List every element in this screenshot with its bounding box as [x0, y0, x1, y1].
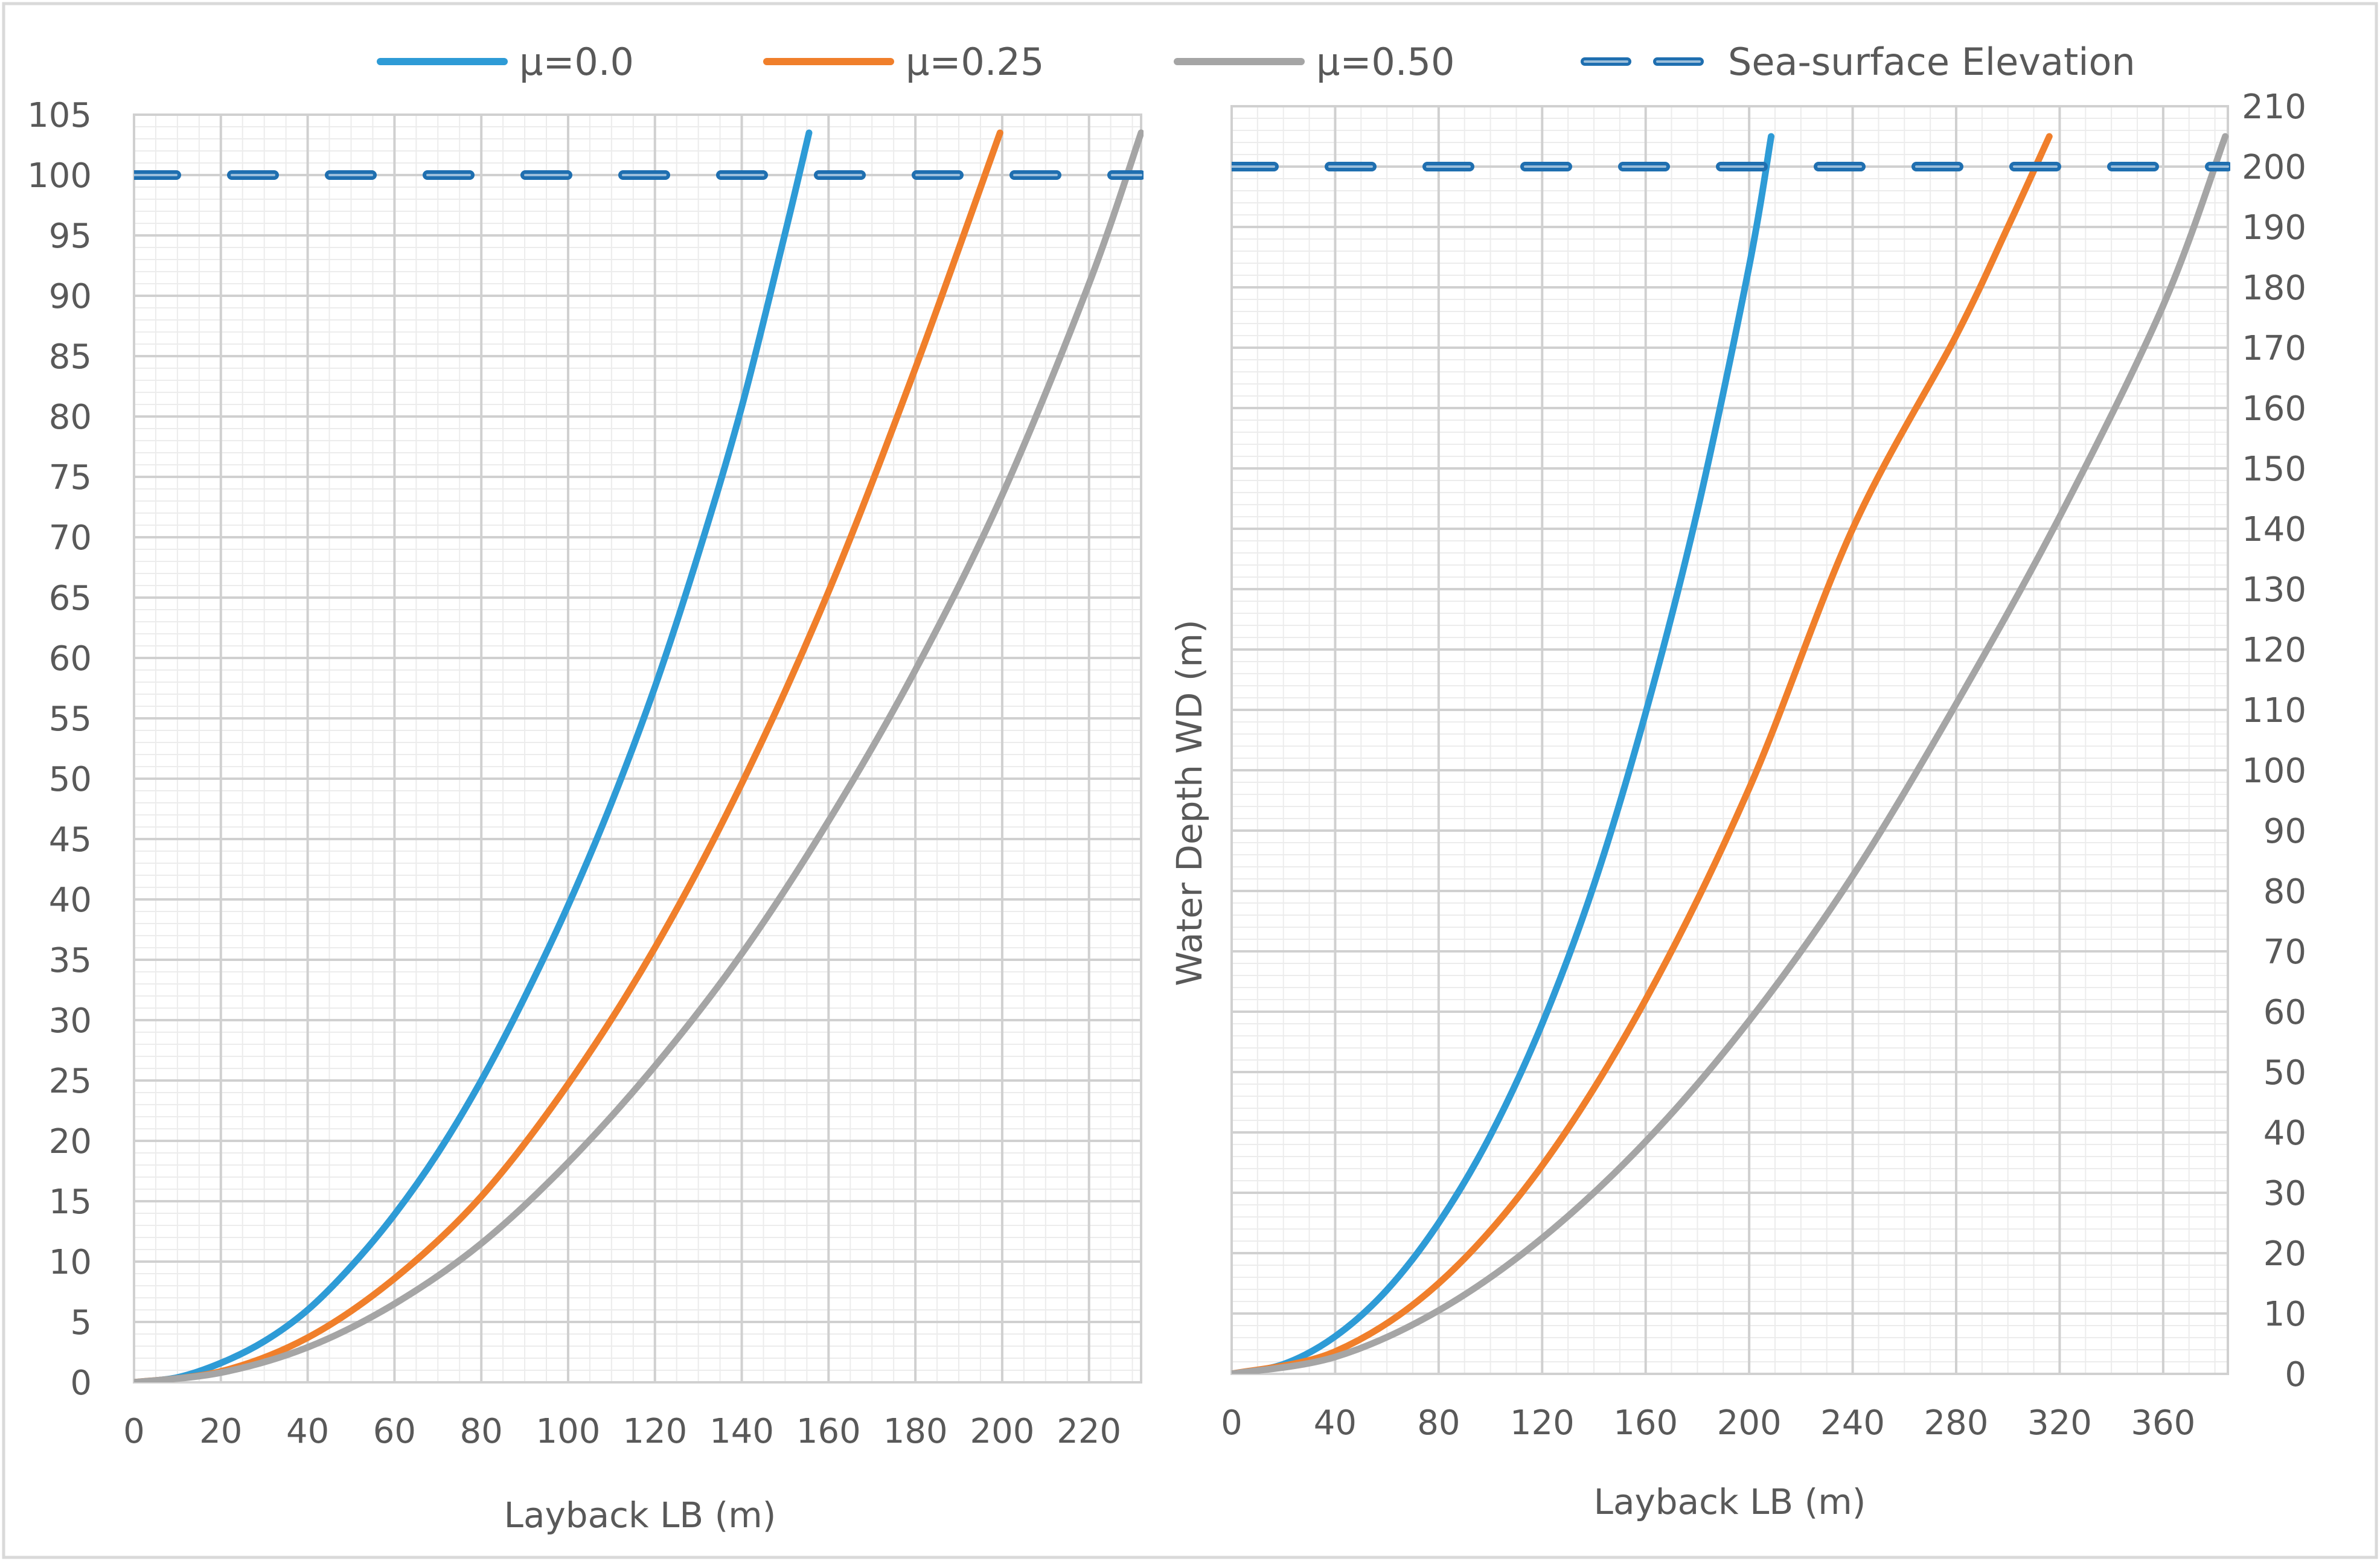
left-y-tick-label: 85	[49, 337, 92, 377]
left-x-tick-label: 120	[622, 1412, 687, 1451]
left-y-tick-label: 15	[49, 1183, 92, 1222]
right-ticks-x: 0 40 80 120 160 200 240 280 320 360	[1221, 1403, 2195, 1443]
left-ticks-x: 0 20 40 60 80 100 120 140 160 180 200 220	[123, 1412, 1121, 1451]
right-y-tick-label: 10	[2263, 1295, 2306, 1334]
right-y-tick-label: 30	[2263, 1174, 2306, 1213]
right-ticks-y: 0 10 20 30 40 50 60 70 80 90 100 110 120 130 140 150 160…	[2242, 88, 2306, 1394]
legend-label-mu-0-0: μ=0.0	[519, 40, 634, 84]
right-x-tick-label: 0	[1221, 1403, 1243, 1443]
left-y-tick-label: 60	[49, 639, 92, 678]
left-ticks-y: 0 5 10 15 20 25 30 35 40 45 50 55 60 65 70 75 80 85 90 95 10…	[27, 96, 92, 1403]
right-y-tick-label: 70	[2263, 933, 2306, 972]
legend-label-sea-surface: Sea-surface Elevation	[1728, 40, 2135, 84]
right-y-tick-label: 150	[2242, 450, 2306, 489]
left-y-tick-label: 5	[70, 1303, 92, 1342]
left-y-tick-label: 90	[49, 277, 92, 316]
left-y-tick-label: 40	[49, 881, 92, 920]
left-y-tick-label: 25	[49, 1062, 92, 1101]
left-x-tick-label: 80	[460, 1412, 503, 1451]
right-y-tick-label: 180	[2242, 269, 2306, 308]
right-y-tick-label: 90	[2263, 812, 2306, 851]
right-y-tick-label: 210	[2242, 88, 2306, 127]
right-y-tick-label: 80	[2263, 872, 2306, 911]
right-y-tick-label: 170	[2242, 329, 2306, 368]
right-y-tick-label: 0	[2285, 1355, 2306, 1394]
left-x-tick-label: 60	[373, 1412, 416, 1451]
right-series-line-0-50	[1232, 133, 2229, 1374]
left-y-tick-label: 80	[49, 398, 92, 437]
right-y-tick-label: 140	[2242, 510, 2306, 549]
right-x-tick-label: 320	[2027, 1403, 2092, 1443]
right-y-tick-label: 120	[2242, 631, 2306, 670]
legend-label-mu-0-50: μ=0.50	[1316, 40, 1454, 84]
left-y-tick-label: 30	[49, 1001, 92, 1041]
left-y-tick-label: 70	[49, 519, 92, 558]
right-y-tick-label: 200	[2242, 148, 2306, 187]
left-y-tick-label: 45	[49, 820, 92, 860]
right-x-tick-label: 240	[1820, 1403, 1885, 1443]
left-x-tick-label: 20	[199, 1412, 242, 1451]
right-y-tick-label: 20	[2263, 1234, 2306, 1274]
left-y-tick-label: 105	[27, 96, 92, 135]
legend-item-mu-0-50: μ=0.50	[1174, 40, 1454, 84]
chart-right: 0 10 20 30 40 50 60 70 80 90 100 110 120 130 140 150 160…	[1169, 88, 2306, 1522]
right-grid	[1230, 105, 2229, 1375]
left-x-tick-label: 40	[286, 1412, 329, 1451]
left-y-tick-label: 35	[49, 941, 92, 980]
right-x-tick-label: 360	[2131, 1403, 2195, 1443]
left-y-tick-label: 0	[70, 1364, 92, 1403]
left-y-tick-label: 20	[49, 1122, 92, 1161]
left-y-tick-label: 95	[49, 217, 92, 256]
right-y-tick-label: 110	[2242, 691, 2306, 730]
left-x-tick-label: 220	[1057, 1412, 1121, 1451]
right-series-line-0-25	[1232, 133, 2053, 1374]
left-y-tick-label: 100	[27, 156, 92, 196]
legend-item-mu-0-0: μ=0.0	[377, 40, 634, 84]
right-x-tick-label: 160	[1613, 1403, 1678, 1443]
right-y-tick-label: 60	[2263, 993, 2306, 1032]
left-y-tick-label: 75	[49, 458, 92, 497]
legend-label-mu-0-25: μ=0.25	[906, 40, 1044, 84]
left-x-tick-label: 180	[883, 1412, 948, 1451]
left-x-tick-label: 160	[796, 1412, 861, 1451]
left-y-tick-label: 10	[49, 1243, 92, 1282]
left-x-axis-title: Layback LB (m)	[504, 1495, 776, 1536]
right-y-tick-label: 100	[2242, 752, 2306, 791]
right-plot-area	[1230, 105, 2229, 1375]
right-x-axis-title: Layback LB (m)	[1594, 1481, 1866, 1522]
right-x-tick-label: 280	[1924, 1403, 1989, 1443]
left-x-tick-label: 140	[709, 1412, 774, 1451]
legend-item-mu-0-25: μ=0.25	[763, 40, 1044, 84]
chart-left: 0 5 10 15 20 25 30 35 40 45 50 55 60 65 70 75 80 85 90 95 10…	[27, 96, 1144, 1536]
left-plot-area	[133, 113, 1142, 1384]
left-series-line-0-0	[134, 129, 813, 1382]
right-series	[1232, 133, 2230, 1374]
right-x-tick-label: 120	[1510, 1403, 1575, 1443]
left-grid	[133, 113, 1142, 1384]
legend: μ=0.0 μ=0.25 μ=0.50 Sea-surface Elevatio…	[377, 40, 2135, 84]
left-x-tick-label: 100	[536, 1412, 601, 1451]
right-y-tick-label: 130	[2242, 570, 2306, 610]
right-y-axis-title: Water Depth WD (m)	[1169, 619, 1210, 986]
left-series-line-0-50	[134, 129, 1144, 1382]
left-x-tick-label: 200	[970, 1412, 1034, 1451]
left-y-tick-label: 50	[49, 760, 92, 799]
right-series-line-0-0	[1232, 133, 1775, 1374]
left-series	[134, 129, 1144, 1382]
right-y-tick-label: 160	[2242, 389, 2306, 429]
right-y-tick-label: 190	[2242, 208, 2306, 247]
right-x-tick-label: 200	[1717, 1403, 1782, 1443]
legend-item-sea-surface: Sea-surface Elevation	[1581, 40, 2135, 84]
right-y-tick-label: 40	[2263, 1114, 2306, 1153]
right-x-tick-label: 80	[1417, 1403, 1460, 1443]
left-y-tick-label: 55	[49, 700, 92, 739]
right-y-tick-label: 50	[2263, 1053, 2306, 1093]
left-y-tick-label: 65	[49, 579, 92, 618]
left-series-line-0-25	[134, 129, 1003, 1382]
right-x-tick-label: 40	[1314, 1403, 1357, 1443]
left-x-tick-label: 0	[123, 1412, 145, 1451]
